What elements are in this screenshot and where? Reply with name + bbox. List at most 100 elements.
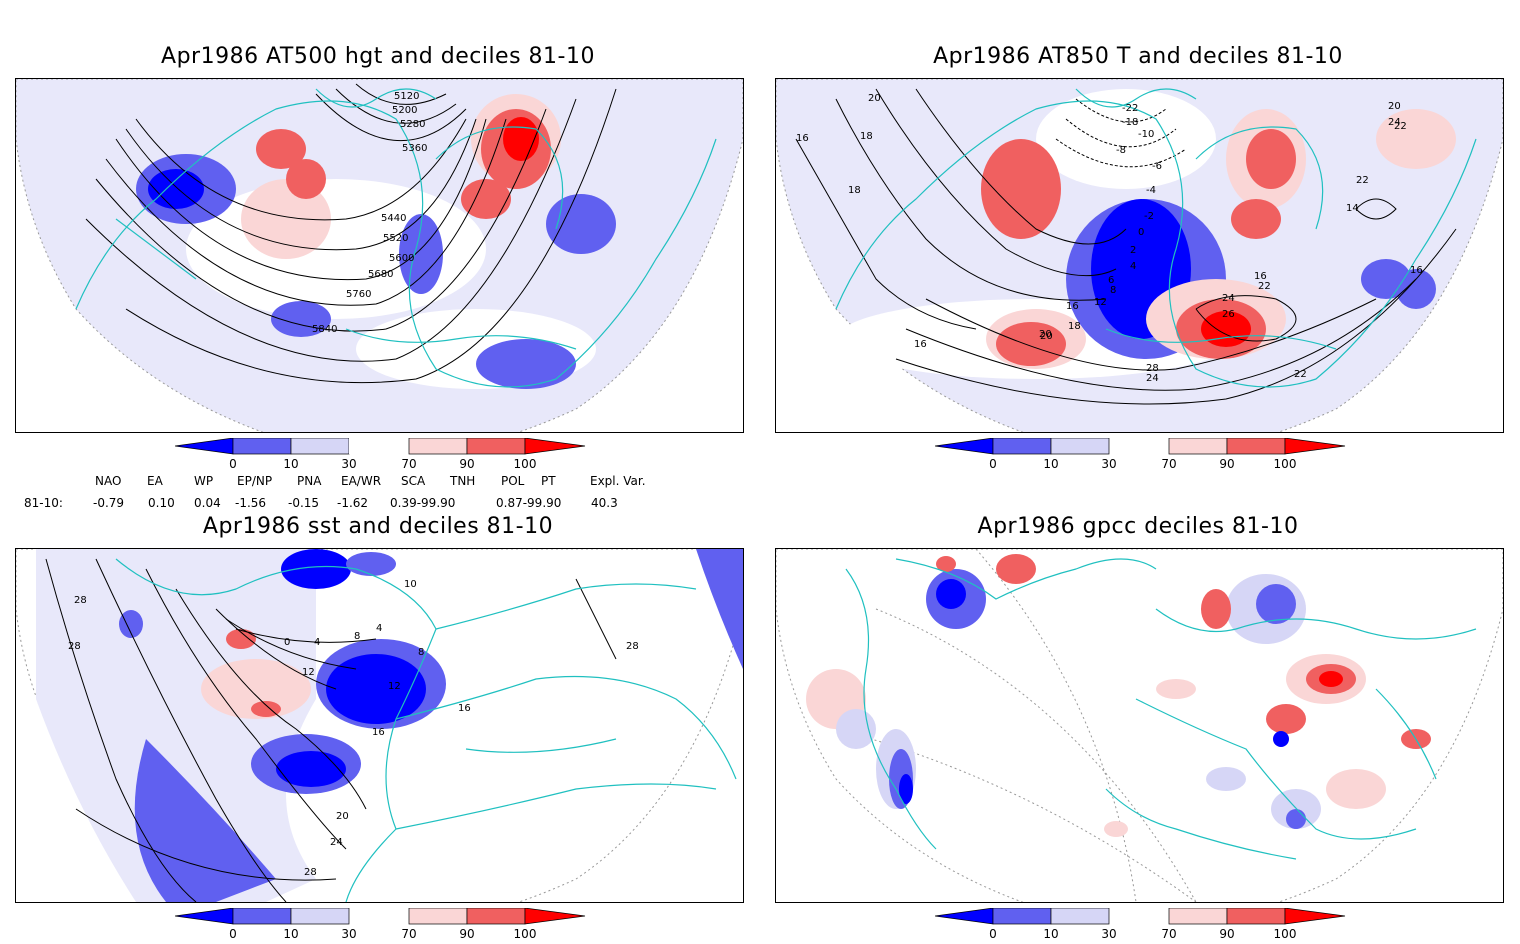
colorbar-tick: 10	[1043, 927, 1058, 940]
contour-label: 16	[1254, 271, 1267, 282]
contour-label: -4	[1146, 185, 1156, 196]
contour-label: 24	[330, 837, 343, 848]
contour-label: 24	[1388, 117, 1401, 128]
contour-label: -8	[1116, 145, 1126, 156]
contour-label: 2	[1130, 245, 1136, 256]
contour-label: 26	[1222, 309, 1235, 320]
contour-label: 16	[914, 339, 927, 350]
index-header: SCA	[401, 474, 426, 488]
contour-label: 22	[1394, 121, 1407, 132]
index-value: 0.87-99.90	[496, 496, 562, 510]
colorbar-tick: 70	[401, 457, 416, 470]
index-value: -0.79	[93, 496, 125, 510]
panel1-title: Apr1986 AT500 hgt and deciles 81-10	[161, 44, 595, 69]
colorbar-tick: 70	[1161, 927, 1176, 940]
index-value: 0.39-99.90	[390, 496, 456, 510]
contour-label: 16	[458, 703, 471, 714]
contour-label: 28	[626, 641, 639, 652]
colorbar-panel2: 0 10 30 70 90 100	[934, 437, 1355, 474]
contour-label: 16	[372, 727, 385, 738]
contour-label: 5200	[392, 105, 417, 116]
colorbar-tick: 100	[514, 927, 537, 940]
colorbar-tick: 0	[989, 457, 997, 470]
colorbar-panel1: 0 10 30 70 90 100	[174, 437, 595, 474]
contour-label: 18	[860, 131, 873, 142]
contour-label: -10	[1138, 129, 1154, 140]
contour-label: 12	[1094, 297, 1107, 308]
contour-label: 4	[1130, 261, 1136, 272]
index-value: 40.3	[591, 496, 618, 510]
index-value: -1.62	[337, 496, 369, 510]
map-panel-sst: 28 28 0 4 8 12 16 20 24 28 10 4 8 12 16 …	[15, 548, 744, 903]
contour-label: 28	[1146, 363, 1159, 374]
index-header: TNH	[450, 474, 476, 488]
index-header: EP/NP	[237, 474, 273, 488]
contour-label: 28	[68, 641, 81, 652]
contour-label: 24	[1222, 293, 1235, 304]
contour-label: 28	[74, 595, 87, 606]
contour-label: 20	[1039, 329, 1052, 340]
colorbar-tick: 0	[229, 927, 237, 940]
contour-label: 5600	[389, 253, 414, 264]
index-header: WP	[194, 474, 214, 488]
colorbar-tick: 90	[459, 927, 474, 940]
contour-label: 14	[1346, 203, 1359, 214]
contour-label: 5840	[312, 324, 337, 335]
colorbar-panel4: 0 10 30 70 90 100	[934, 907, 1355, 944]
contour-label: 28	[304, 867, 317, 878]
contour-label: 5120	[394, 91, 419, 102]
index-value: -1.56	[235, 496, 267, 510]
contour-label: 8	[418, 647, 424, 658]
colorbar-tick: 100	[514, 457, 537, 470]
contour-label: 20	[336, 811, 349, 822]
panel3-title: Apr1986 sst and deciles 81-10	[202, 514, 554, 539]
contour-label: -6	[1152, 161, 1162, 172]
colorbar-tick: 0	[989, 927, 997, 940]
map-panel-gpcc	[775, 548, 1504, 903]
index-value: 0.10	[148, 496, 175, 510]
colorbar-tick: 10	[1043, 457, 1058, 470]
contour-label: 5360	[402, 143, 427, 154]
panel2-title: Apr1986 AT850 T and deciles 81-10	[933, 44, 1343, 69]
contour-label: 24	[1146, 373, 1159, 384]
contour-label: 12	[388, 681, 401, 692]
index-header: PT	[541, 474, 556, 488]
colorbar-tick: 90	[1219, 457, 1234, 470]
map-panel-at850-temperature: 20 18 18 16 16 18 20 -6 -4 -2 0 2 4 6 8 …	[775, 78, 1504, 433]
index-header: Expl. Var.	[590, 474, 646, 488]
panel4-title: Apr1986 gpcc deciles 81-10	[977, 514, 1299, 539]
contour-label: 20	[1040, 331, 1053, 342]
contour-label: 22	[1294, 369, 1307, 380]
contour-label: 12	[302, 667, 315, 678]
colorbar-tick: 30	[1101, 457, 1116, 470]
contour-label: 8	[354, 631, 360, 642]
contour-label: 4	[314, 637, 320, 648]
index-row-label: 81-10:	[24, 496, 63, 510]
contour-label: 0	[284, 637, 290, 648]
index-header: NAO	[95, 474, 122, 488]
index-header: POL	[501, 474, 525, 488]
contour-label: 10	[404, 579, 417, 590]
contour-label: 4	[376, 623, 382, 634]
contour-label: 5520	[383, 233, 408, 244]
map-panel-at500-hgt: 5120 5200 5280 5360 5440 5520 5600 5680 …	[15, 78, 744, 433]
contour-label: 5280	[400, 119, 425, 130]
colorbar-tick: 70	[1161, 457, 1176, 470]
colorbar-tick: 30	[341, 927, 356, 940]
contour-label: 22	[1258, 281, 1271, 292]
colorbar-tick: 30	[341, 457, 356, 470]
index-header: EA	[147, 474, 163, 488]
contour-label: 18	[848, 185, 861, 196]
contour-label: 5440	[381, 213, 406, 224]
contour-label: 0	[1138, 227, 1144, 238]
contour-label: 20	[1388, 101, 1401, 112]
contour-label: 5760	[346, 289, 371, 300]
colorbar-panel3: 0 10 30 70 90 100	[174, 907, 595, 944]
contour-label: 16	[1066, 301, 1079, 312]
index-header: PNA	[297, 474, 322, 488]
contour-label: -18	[1122, 117, 1138, 128]
contour-label: 16	[796, 133, 809, 144]
contour-label: 16	[1410, 265, 1423, 276]
colorbar-tick: 90	[459, 457, 474, 470]
teleconnection-indices: NAO EA WP EP/NP PNA EA/WR SCA TNH POL PT…	[0, 474, 760, 514]
